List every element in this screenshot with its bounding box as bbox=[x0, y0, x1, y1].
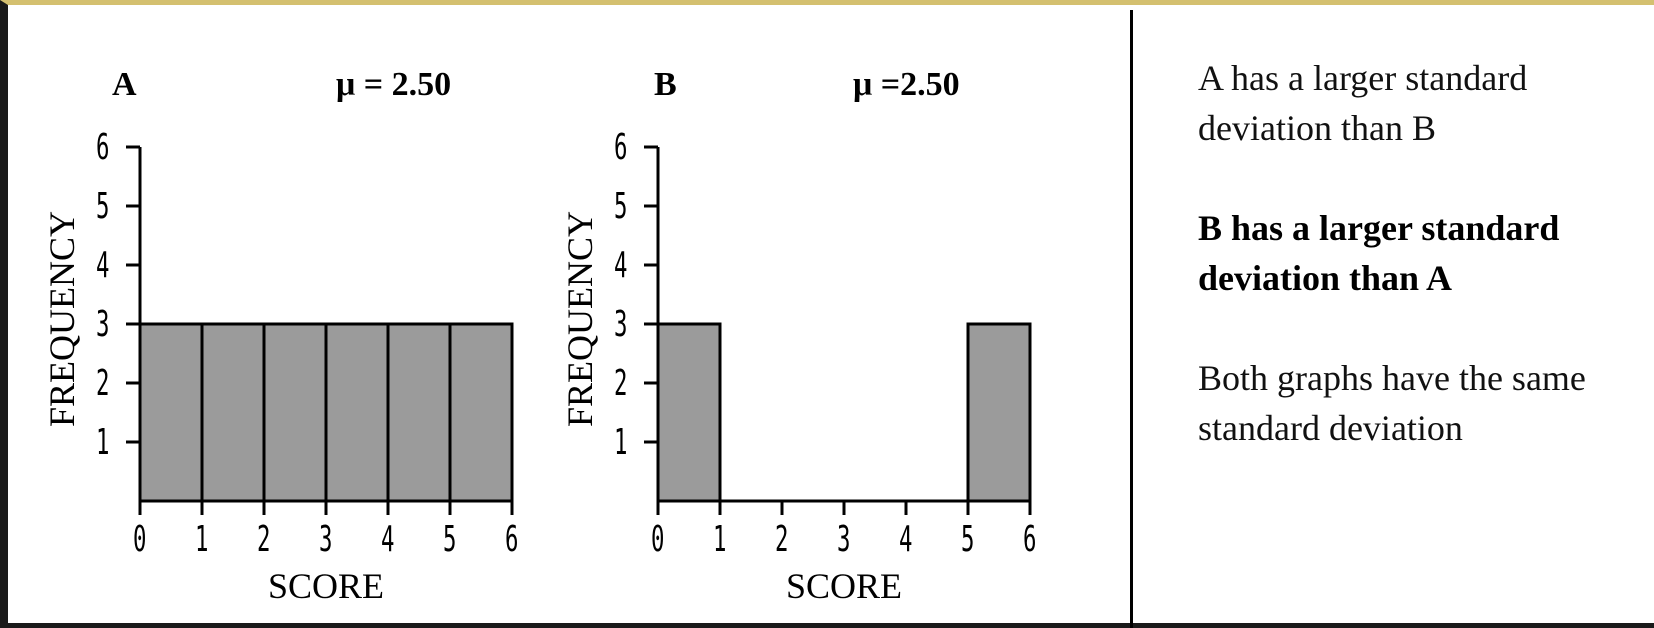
chart-a-ytick-label-2: 2 bbox=[96, 363, 109, 405]
chart-a-xlabel: SCORE bbox=[268, 566, 384, 606]
divider bbox=[1130, 10, 1133, 628]
chart-b-xtick-label-3: 3 bbox=[837, 519, 850, 561]
chart-b-ytick-label-1: 1 bbox=[614, 422, 627, 464]
chart-b-ytick-label-4: 4 bbox=[614, 245, 627, 287]
chart-a-xtick-label-1: 1 bbox=[195, 519, 208, 561]
chart-b-ytick-label-3: 3 bbox=[614, 304, 627, 346]
chart-a-bar-2 bbox=[262, 322, 328, 503]
chart-b-xtick-label-2: 2 bbox=[775, 519, 788, 561]
chart-a-ytick-label-5: 5 bbox=[96, 186, 109, 228]
chart-b-xtick-label-5: 5 bbox=[961, 519, 974, 561]
chart-b-xtick-label-4: 4 bbox=[899, 519, 912, 561]
option-same[interactable]: Both graphs have the same standard devia… bbox=[1198, 358, 1586, 448]
answer-options: A has a larger standard deviation than B… bbox=[1198, 53, 1654, 503]
option-a-larger[interactable]: A has a larger standard deviation than B bbox=[1198, 58, 1528, 148]
chart-b-bar-5 bbox=[966, 322, 1032, 503]
chart-b-ytick-label-6: 6 bbox=[614, 127, 627, 169]
chart-b-xtick-label-6: 6 bbox=[1023, 519, 1036, 561]
chart-a-xtick-label-2: 2 bbox=[257, 519, 270, 561]
chart-b-ytick-label-5: 5 bbox=[614, 186, 627, 228]
chart-b-mean-label: μ =2.50 bbox=[853, 66, 960, 103]
chart-b-xtick-label-1: 1 bbox=[713, 519, 726, 561]
chart-a-xtick-label-5: 5 bbox=[443, 519, 456, 561]
chart-b-ylabel: FREQUENCY bbox=[560, 211, 600, 427]
chart-a-bar-4 bbox=[386, 322, 452, 503]
chart-a-xtick-label-0: 0 bbox=[133, 519, 146, 561]
chart-a-ytick-label-6: 6 bbox=[96, 127, 109, 169]
chart-b-ytick-label-2: 2 bbox=[614, 363, 627, 405]
chart-a-xtick-label-3: 3 bbox=[319, 519, 332, 561]
chart-b-xtick-label-0: 0 bbox=[651, 519, 664, 561]
chart-b-xlabel: SCORE bbox=[786, 566, 902, 606]
chart-a-ylabel: FREQUENCY bbox=[42, 211, 82, 427]
chart-a-ytick-label-1: 1 bbox=[96, 422, 109, 464]
chart-b-bar-0 bbox=[656, 322, 722, 503]
option-b-larger[interactable]: B has a larger standard deviation than A bbox=[1198, 208, 1560, 298]
chart-a-xtick-label-4: 4 bbox=[381, 519, 394, 561]
chart-a-mean-label: μ = 2.50 bbox=[336, 66, 451, 103]
chart-b-label: B bbox=[654, 66, 677, 103]
chart-a-bar-1 bbox=[200, 322, 266, 503]
chart-a-xtick-label-6: 6 bbox=[505, 519, 518, 561]
chart-a-bar-0 bbox=[138, 322, 204, 503]
chart-a-ytick-label-4: 4 bbox=[96, 245, 109, 287]
chart-a-label: A bbox=[112, 66, 137, 103]
chart-a-bar-3 bbox=[324, 322, 390, 503]
chart-a-bar-5 bbox=[448, 322, 514, 503]
chart-a-ytick-label-3: 3 bbox=[96, 304, 109, 346]
